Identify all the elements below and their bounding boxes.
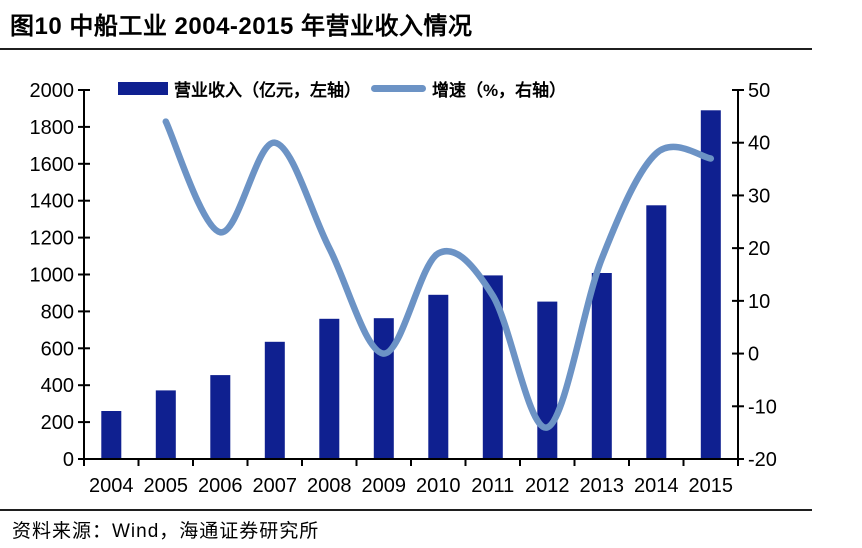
left-axis-tick-label: 1200 [30,228,75,250]
bar-2011 [482,275,503,459]
right-axis-tick-label: 40 [748,133,770,155]
left-axis-tick-label: 800 [41,301,74,323]
bar-2015 [700,110,721,460]
left-axis-tick-label: 0 [63,449,74,471]
x-axis-category-label: 2004 [89,475,134,497]
x-axis-category-label: 2006 [198,475,243,497]
x-axis-category-label: 2005 [144,475,189,497]
right-axis-tick-label: 0 [748,344,759,366]
x-axis-category-label: 2008 [307,475,352,497]
x-axis-category-label: 2007 [253,475,298,497]
bar-2004 [101,411,122,459]
bar-2005 [155,390,176,459]
legend-line-label: 增速（%，右轴） [432,81,567,100]
right-axis-tick-label: -20 [748,449,777,471]
bar-2013 [591,273,612,459]
left-axis-tick-label: 2000 [30,80,75,102]
left-axis-tick-label: 1600 [30,154,75,176]
left-axis-tick-label: 1000 [30,265,75,287]
growth-rate-line [162,118,715,431]
x-axis-category-label: 2013 [580,475,625,497]
title-divider-rule [0,48,812,50]
x-axis-category-label: 2015 [689,475,734,497]
bar-2007 [264,341,285,459]
chart-legend: 营业收入（亿元，左轴） 增速（%，右轴） [84,76,738,101]
footer-divider-rule [0,509,812,511]
bar-2014 [646,205,667,459]
bar-2010 [428,294,449,459]
bar-2008 [319,318,340,459]
revenue-growth-chart: 2000180016001400120010008006004002000504… [30,80,777,497]
left-axis-tick-label: 1400 [30,191,75,213]
right-axis-tick-label: -10 [748,396,777,418]
data-source-note: 资料来源：Wind，海通证券研究所 [12,521,320,542]
legend-bar-swatch-icon [118,82,168,95]
x-axis-category-label: 2011 [471,475,514,497]
left-axis-tick-label: 400 [41,375,74,397]
legend-item-growth: 增速（%，右轴） [371,76,566,101]
right-axis-tick-label: 20 [748,238,770,260]
legend-line-swatch-icon [371,85,426,92]
right-axis-tick-label: 50 [748,80,770,102]
right-axis-tick-label: 10 [748,291,770,313]
x-axis-category-label: 2014 [634,475,679,497]
x-axis-category-label: 2009 [362,475,407,497]
left-axis-tick-label: 600 [41,338,74,360]
x-axis-category-label: 2010 [416,475,461,497]
right-axis-tick-label: 30 [748,185,770,207]
bar-2012 [537,301,558,459]
legend-bar-label: 营业收入（亿元，左轴） [174,81,361,100]
figure-title: 图10 中船工业 2004-2015 年营业收入情况 [10,13,473,40]
legend-item-revenue: 营业收入（亿元，左轴） [118,76,361,101]
bar-2009 [373,318,394,459]
bar-2006 [210,375,231,459]
x-axis-category-label: 2012 [525,475,570,497]
left-axis-tick-label: 200 [41,412,74,434]
left-axis-tick-label: 1800 [30,117,75,139]
